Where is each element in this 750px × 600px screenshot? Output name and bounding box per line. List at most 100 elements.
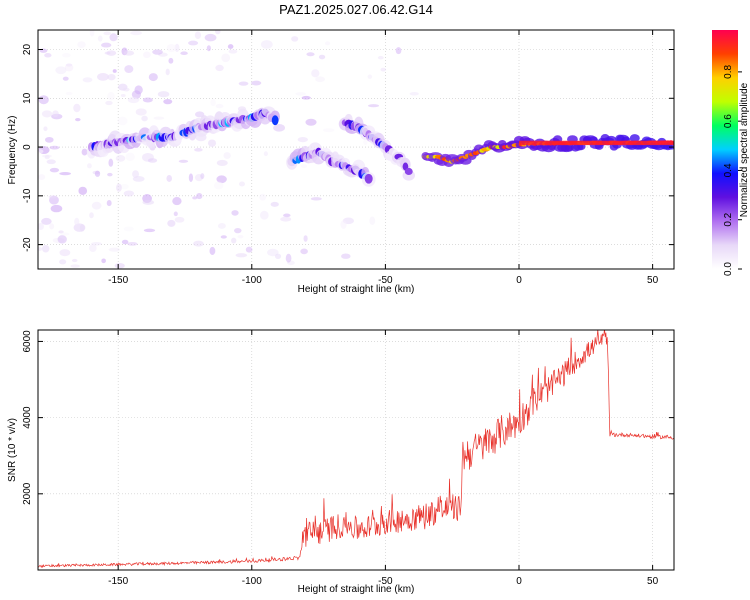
spectrogram-ytick-label: -20 xyxy=(22,237,33,252)
spectrogram-noise-cell xyxy=(142,97,153,103)
spectrogram-noise-cell xyxy=(157,91,170,98)
spectrogram-noise-cell xyxy=(267,248,279,257)
spectrogram-noise-cell xyxy=(380,67,387,72)
spectrogram-x-label: Height of straight line (km) xyxy=(298,284,415,295)
spectrogram-noise-cell xyxy=(204,33,217,42)
spectrogram-noise-cell xyxy=(228,49,238,54)
spectrogram-noise-cell xyxy=(213,181,224,190)
spectrogram-noise-cell xyxy=(207,139,217,147)
spectrogram-noise-cell xyxy=(91,241,102,246)
snr-series-line xyxy=(38,330,674,569)
spectrogram-noise-cell xyxy=(377,55,384,60)
spectrogram-noise-cell xyxy=(194,111,205,118)
spectrogram-noise-cell xyxy=(38,149,44,154)
spectrogram-noise-cell xyxy=(216,175,227,184)
spectrogram-noise-cell xyxy=(143,228,156,233)
spectrogram-noise-cell xyxy=(91,201,102,210)
spectrogram-noise-cell xyxy=(48,195,57,199)
spectrogram-noise-cell xyxy=(130,30,143,36)
spectrogram-noise-cell xyxy=(50,204,63,213)
spectrogram-noise-cell xyxy=(55,66,67,75)
spectrogram-noise-cell xyxy=(238,81,249,86)
spectrogram-noise-cell xyxy=(297,137,308,143)
spectrogram-noise-cell xyxy=(87,163,92,169)
spectrogram-noise-cell xyxy=(188,40,199,46)
spectrogram-noise-cell xyxy=(303,235,308,242)
spectrogram-noise-cell xyxy=(71,258,78,263)
spectrogram-noise-cell xyxy=(44,53,52,58)
spectrogram-noise-cell xyxy=(223,152,231,159)
colorbar-tick-label: 0.0 xyxy=(723,262,734,276)
figure-title: PAZ1.2025.027.06.42.G14 xyxy=(279,2,433,17)
spectrogram-noise-cell xyxy=(123,190,135,197)
colorbar-tick-label: 0.2 xyxy=(723,212,734,226)
spectrogram-noise-cell xyxy=(141,115,148,122)
spectrogram-noise-cell xyxy=(409,91,419,96)
spectrogram-noise-cell xyxy=(97,73,109,81)
spectrogram-noise-cell xyxy=(59,259,67,265)
snr-ticks: -150 -100 -50 0 50 2000 4000 6000 xyxy=(22,330,674,587)
spectrogram-noise-cell xyxy=(291,36,299,42)
spectrogram-noise-cell xyxy=(395,47,402,55)
spectrogram-xtick-label: 50 xyxy=(647,275,659,286)
spectrogram-noise-cell xyxy=(341,253,351,259)
spectrogram-xtick-label: -50 xyxy=(378,275,393,286)
spectrogram-noise-cell xyxy=(57,235,67,244)
spectrogram-noise-cell xyxy=(107,73,116,81)
spectrogram-noise-cell xyxy=(38,95,49,105)
spectrogram-noise-cell xyxy=(78,186,88,196)
spectrogram-noise-cell xyxy=(89,30,95,37)
snr-y-label: SNR (10 * v/v) xyxy=(7,418,18,482)
colorbar-tick-label: 0.6 xyxy=(723,114,734,128)
spectrogram-noise-cell xyxy=(235,253,248,258)
spectrogram-noise-cell xyxy=(62,52,71,58)
spectrogram-noise-cell xyxy=(300,248,308,255)
spectrogram-noise-cell xyxy=(196,193,203,200)
snr-background xyxy=(38,330,674,570)
snr-panel: -150 -100 -50 0 50 2000 4000 6000 Height of str… xyxy=(7,329,675,595)
spectrogram-noise-cell xyxy=(134,85,143,95)
spectrogram-noise-cell xyxy=(367,104,380,108)
spectrogram-noise-cell xyxy=(64,64,74,72)
spectrogram-noise-cell xyxy=(77,41,86,49)
spectrogram-noise-cell xyxy=(239,181,245,187)
snr-grid xyxy=(38,330,674,570)
colorbar-tick-label: 0.4 xyxy=(723,163,734,177)
spectrogram-noise-cell xyxy=(167,219,176,227)
spectrogram-noise-cell xyxy=(38,174,46,180)
spectrogram-noise-cell xyxy=(194,147,203,152)
spectrogram-halo-cell xyxy=(629,134,640,143)
spectrogram-noise-cell xyxy=(59,172,72,176)
spectrogram-noise-cell xyxy=(49,145,60,150)
snr-xtick-label: 50 xyxy=(647,576,659,587)
spectrogram-noise-cell xyxy=(82,77,93,83)
spectrogram-noise-cell xyxy=(193,240,204,247)
spectrogram-noise-cell xyxy=(178,159,189,163)
spectrogram-noise-cell xyxy=(125,152,135,162)
spectrogram-noise-cell xyxy=(46,159,56,165)
spectrogram-frame xyxy=(37,29,675,270)
spectrogram-noise-cell xyxy=(94,170,101,177)
spectrogram-noise-cell xyxy=(200,173,205,179)
spectrogram-noise-cell xyxy=(41,110,53,118)
spectrogram-noise-cell xyxy=(215,30,221,35)
snr-xtick-label: 0 xyxy=(516,576,522,587)
spectrogram-noise-cell xyxy=(127,96,140,104)
spectrogram-noise-cell xyxy=(285,253,292,263)
spectrogram-noise-cell xyxy=(62,76,69,81)
spectrogram-noise-cell xyxy=(44,136,54,143)
spectrogram-noise-cell xyxy=(58,230,64,234)
spectrogram-ytick-label: 0 xyxy=(22,144,33,150)
spectrogram-noise-cell xyxy=(59,249,71,257)
spectrogram-noise-cell xyxy=(107,91,115,101)
spectrogram-noise-cell xyxy=(116,183,122,192)
spectrogram-noise-cell xyxy=(306,52,315,57)
spectrogram-noise-cell xyxy=(210,99,216,107)
spectrogram-noise-cell xyxy=(52,110,59,118)
spectrogram-noise-cell xyxy=(163,98,173,105)
spectrogram-noise-cell xyxy=(109,33,118,42)
spectrogram-noise-cell xyxy=(121,239,129,245)
spectrogram-noise-cell xyxy=(147,158,158,163)
spectrogram-noise-cell xyxy=(310,197,322,201)
